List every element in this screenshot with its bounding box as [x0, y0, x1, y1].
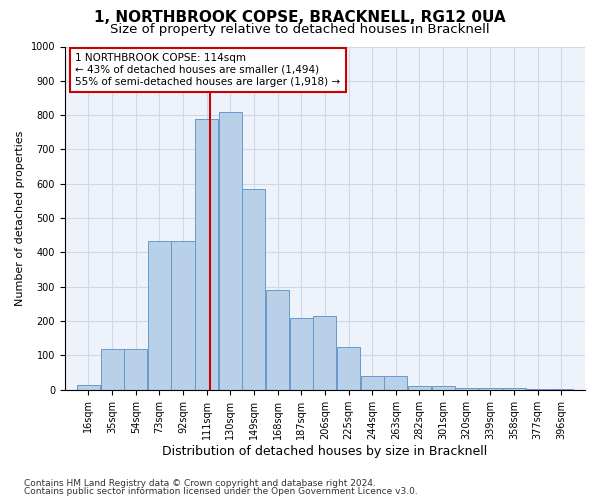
- Bar: [77, 384, 100, 390]
- Bar: [290, 318, 313, 390]
- Bar: [266, 290, 289, 390]
- Bar: [455, 388, 478, 390]
- Bar: [431, 386, 455, 390]
- Bar: [101, 348, 124, 390]
- X-axis label: Distribution of detached houses by size in Bracknell: Distribution of detached houses by size …: [162, 444, 488, 458]
- Bar: [219, 112, 242, 390]
- Text: Size of property relative to detached houses in Bracknell: Size of property relative to detached ho…: [110, 22, 490, 36]
- Bar: [503, 388, 526, 390]
- Bar: [385, 376, 407, 390]
- Text: Contains public sector information licensed under the Open Government Licence v3: Contains public sector information licen…: [24, 487, 418, 496]
- Bar: [148, 242, 171, 390]
- Bar: [313, 316, 337, 390]
- Text: 1, NORTHBROOK COPSE, BRACKNELL, RG12 0UA: 1, NORTHBROOK COPSE, BRACKNELL, RG12 0UA: [94, 10, 506, 25]
- Bar: [195, 118, 218, 390]
- Bar: [408, 386, 431, 390]
- Bar: [526, 388, 549, 390]
- Bar: [479, 388, 502, 390]
- Text: 1 NORTHBROOK COPSE: 114sqm
← 43% of detached houses are smaller (1,494)
55% of s: 1 NORTHBROOK COPSE: 114sqm ← 43% of deta…: [75, 54, 340, 86]
- Bar: [550, 388, 573, 390]
- Bar: [242, 189, 265, 390]
- Bar: [124, 348, 147, 390]
- Bar: [361, 376, 383, 390]
- Y-axis label: Number of detached properties: Number of detached properties: [15, 130, 25, 306]
- Bar: [172, 242, 194, 390]
- Text: Contains HM Land Registry data © Crown copyright and database right 2024.: Contains HM Land Registry data © Crown c…: [24, 478, 376, 488]
- Bar: [337, 347, 360, 390]
